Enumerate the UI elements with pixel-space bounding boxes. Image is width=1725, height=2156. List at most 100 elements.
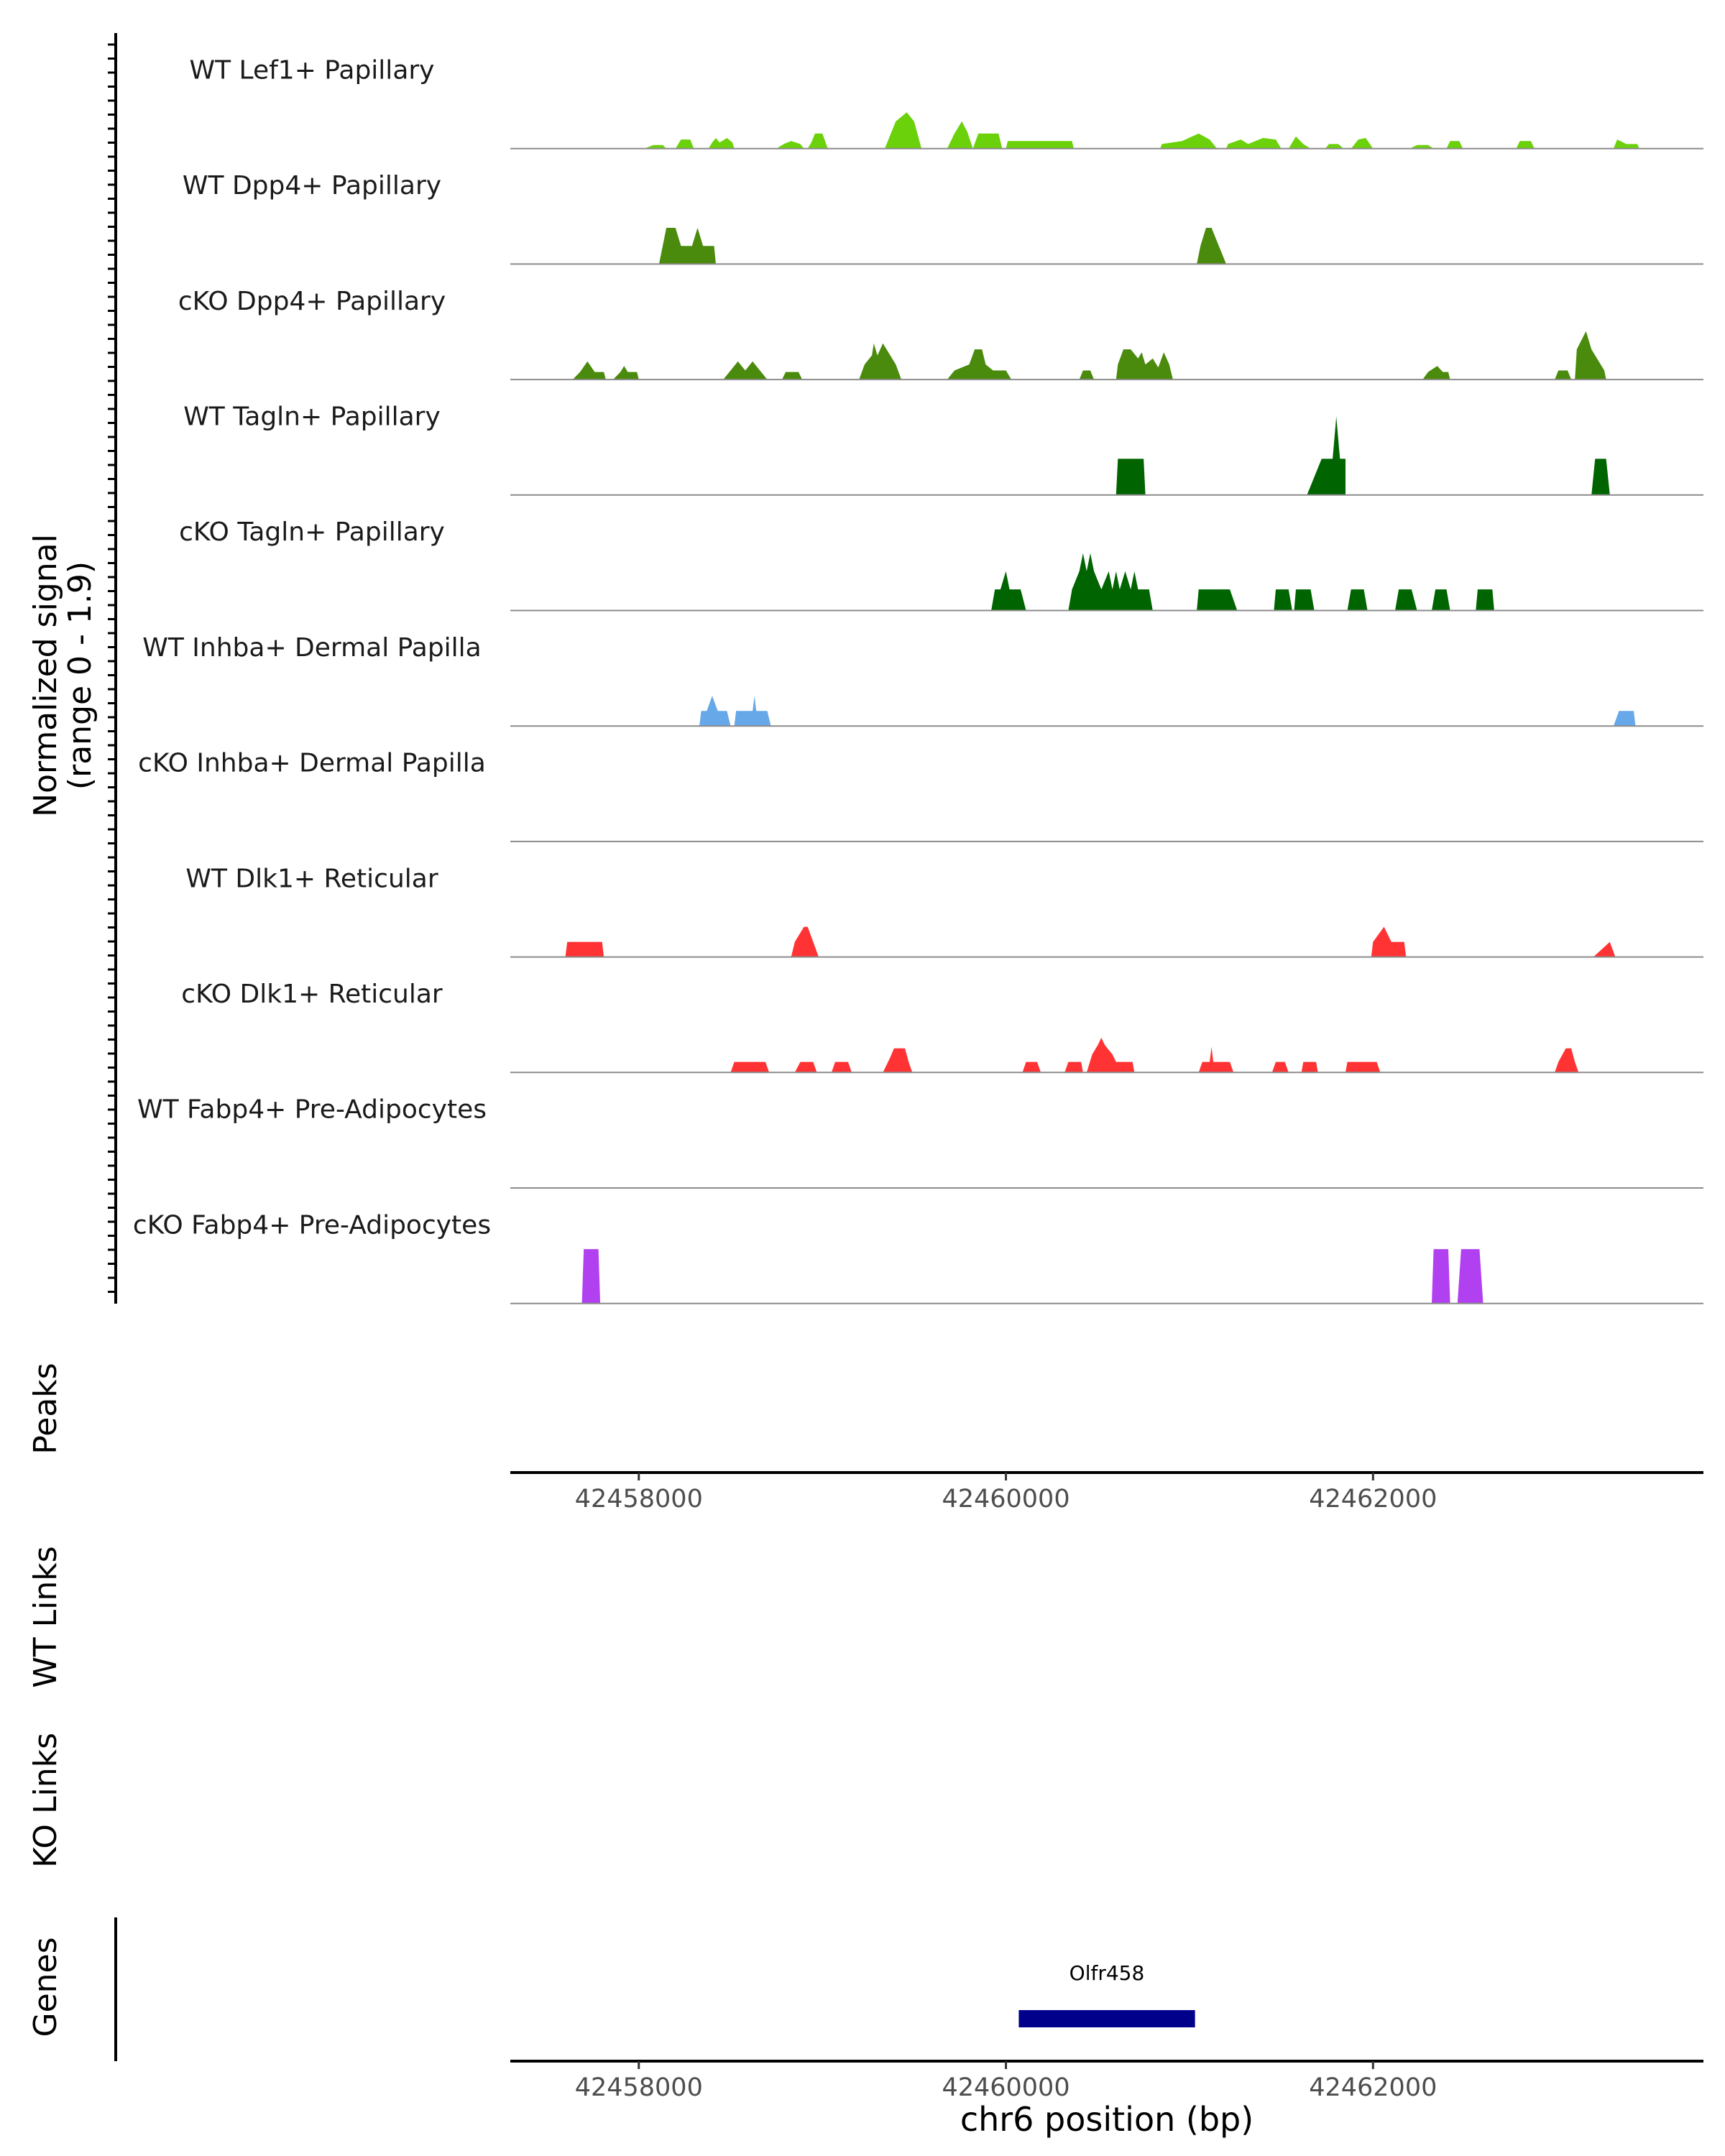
coverage-peak bbox=[644, 144, 667, 149]
coverage-peak bbox=[1086, 1038, 1135, 1073]
coverage-peak bbox=[1198, 1046, 1234, 1073]
x-axis-title: chr6 position (bp) bbox=[960, 2100, 1254, 2139]
gene-body bbox=[1018, 2010, 1195, 2027]
coverage-peak bbox=[1347, 589, 1368, 611]
ko-links-track-label: KO Links bbox=[27, 1733, 64, 1868]
x-tick-label: 42458000 bbox=[575, 1485, 703, 1514]
track-11: cKO Fabp4+ Pre-Adipocytes bbox=[133, 1210, 1703, 1304]
coverage-peak bbox=[776, 141, 804, 149]
coverage-peak bbox=[831, 1061, 852, 1073]
track-7: cKO Inhba+ Dermal Papilla bbox=[138, 749, 1703, 842]
coverage-peak bbox=[1346, 1061, 1381, 1073]
coverage-peak bbox=[1197, 228, 1226, 264]
signal-y-ticks bbox=[108, 43, 116, 1293]
coverage-peak bbox=[675, 139, 694, 149]
coverage-peak bbox=[565, 941, 604, 957]
coverage-peak bbox=[1555, 1048, 1579, 1073]
track-label: cKO Dlk1+ Reticular bbox=[181, 980, 443, 1009]
coverage-peak bbox=[723, 361, 768, 380]
coverage-peak bbox=[791, 926, 819, 957]
coverage-peak bbox=[1395, 589, 1417, 611]
signal-y-range-label: (range 0 - 1.9) bbox=[62, 561, 98, 790]
genes-x-axis: 42458000 42460000 42462000 bbox=[575, 2061, 1437, 2102]
coverage-peak bbox=[794, 1061, 817, 1073]
coverage-peak bbox=[1613, 711, 1636, 727]
coverage-peak bbox=[885, 112, 922, 149]
coverage-peak bbox=[991, 571, 1026, 611]
coverage-peak bbox=[708, 138, 735, 149]
coverage-peak bbox=[1197, 589, 1238, 611]
coverage-peak bbox=[1294, 589, 1315, 611]
track-9: cKO Dlk1+ Reticular bbox=[181, 980, 1703, 1074]
track-5: cKO Tagln+ Papillary bbox=[179, 517, 1703, 612]
coverage-peak bbox=[1116, 459, 1146, 495]
coverage-peak bbox=[947, 349, 1012, 380]
track-4: WT Tagln+ Papillary bbox=[183, 402, 1703, 496]
coverage-peak bbox=[1409, 144, 1434, 149]
coverage-peak bbox=[1325, 144, 1344, 149]
x-tick-label: 42458000 bbox=[575, 2073, 703, 2102]
coverage-peak bbox=[1432, 589, 1450, 611]
coverage-peak bbox=[1591, 459, 1610, 495]
track-label: WT Dpp4+ Papillary bbox=[183, 171, 441, 201]
coverage-peak bbox=[782, 372, 803, 380]
genes-track: Olfr458 bbox=[1018, 1961, 1195, 2027]
coverage-peak bbox=[1432, 1249, 1450, 1304]
track-8: WT Dlk1+ Reticular bbox=[185, 864, 1703, 958]
coverage-peak bbox=[1064, 1061, 1083, 1073]
track-label: cKO Tagln+ Papillary bbox=[179, 517, 445, 547]
coverage-peak bbox=[1330, 416, 1342, 495]
track-6: WT Inhba+ Dermal Papilla bbox=[142, 633, 1703, 727]
track-2: WT Dpp4+ Papillary bbox=[183, 171, 1703, 265]
track-label: cKO Inhba+ Dermal Papilla bbox=[138, 749, 486, 778]
track-label: WT Tagln+ Papillary bbox=[183, 402, 441, 431]
track-label: WT Inhba+ Dermal Papilla bbox=[142, 633, 481, 663]
coverage-peak bbox=[1068, 553, 1153, 611]
coverage-peak bbox=[1226, 138, 1282, 149]
coverage-peak bbox=[1271, 1061, 1289, 1073]
track-label: WT Lef1+ Papillary bbox=[190, 55, 435, 85]
coverage-peak bbox=[1422, 366, 1450, 380]
peaks-track-label: Peaks bbox=[27, 1363, 64, 1454]
track-label: WT Dlk1+ Reticular bbox=[185, 864, 438, 893]
x-tick-label: 42460000 bbox=[942, 2073, 1070, 2102]
coverage-peak bbox=[1446, 141, 1463, 149]
coverage-peak bbox=[572, 361, 606, 380]
track-label: WT Fabp4+ Pre-Adipocytes bbox=[137, 1095, 487, 1125]
coverage-peak bbox=[699, 696, 731, 727]
track-10: WT Fabp4+ Pre-Adipocytes bbox=[137, 1095, 1703, 1189]
coverage-peak bbox=[1274, 589, 1292, 611]
coverage-tracks: WT Lef1+ Papillary WT Dpp4+ Papillary cKO … bbox=[133, 55, 1703, 1304]
x-tick-label: 42462000 bbox=[1309, 2073, 1437, 2102]
coverage-peak bbox=[1575, 331, 1606, 380]
coverage-peak bbox=[883, 1048, 913, 1073]
coverage-peak bbox=[613, 366, 639, 380]
coverage-peak bbox=[730, 1061, 770, 1073]
track-label: cKO Dpp4+ Papillary bbox=[178, 287, 446, 316]
coverage-peak bbox=[658, 228, 716, 264]
coverage-peak bbox=[1476, 589, 1494, 611]
coverage-peak bbox=[1288, 136, 1311, 149]
coverage-peak bbox=[581, 1249, 601, 1304]
coverage-peak bbox=[807, 133, 828, 149]
peaks-x-axis: 42458000 42460000 42462000 bbox=[575, 1473, 1437, 1514]
coverage-peak bbox=[1613, 139, 1639, 149]
coverage-peak bbox=[1079, 370, 1095, 380]
x-tick-label: 42462000 bbox=[1309, 1485, 1437, 1514]
wt-links-track-label: WT Links bbox=[27, 1546, 64, 1687]
coverage-peak bbox=[947, 121, 973, 149]
coverage-peak bbox=[1555, 370, 1572, 380]
coverage-peak bbox=[1371, 926, 1407, 957]
coverage-peak bbox=[972, 133, 1003, 149]
coverage-peak bbox=[1116, 349, 1173, 380]
coverage-peak bbox=[1593, 941, 1616, 957]
coverage-peak bbox=[1516, 141, 1535, 149]
coverage-peak bbox=[734, 696, 771, 727]
coverage-peak bbox=[1301, 1061, 1318, 1073]
signal-y-label: Normalized signal bbox=[27, 534, 64, 817]
track-label: cKO Fabp4+ Pre-Adipocytes bbox=[133, 1210, 491, 1240]
genes-track-label: Genes bbox=[27, 1937, 64, 2037]
track-1: WT Lef1+ Papillary bbox=[190, 55, 1703, 149]
track-3: cKO Dpp4+ Papillary bbox=[178, 287, 1703, 381]
